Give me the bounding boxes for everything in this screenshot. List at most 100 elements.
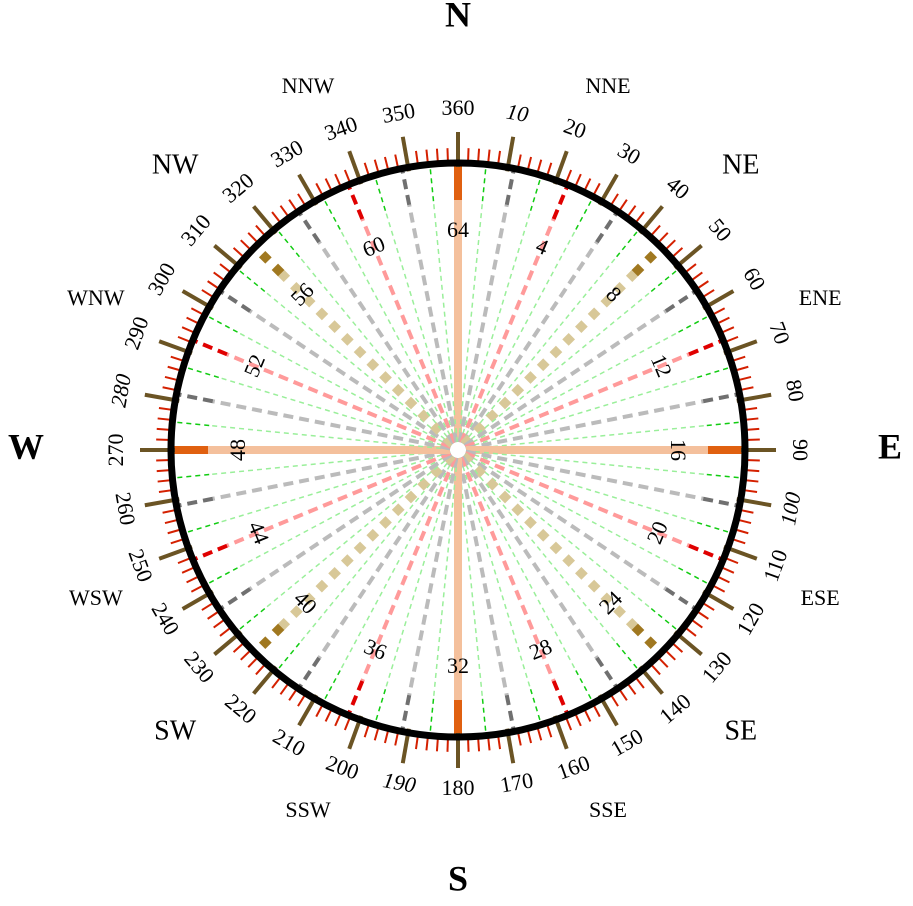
- secondary-spoke-outer: [346, 680, 365, 716]
- tertiary-spoke: [460, 455, 599, 659]
- minor-spoke: [209, 450, 451, 476]
- degree-label: 340: [321, 111, 361, 146]
- minor-spoke: [459, 210, 532, 443]
- degree-label: 310: [175, 209, 215, 250]
- minor-spoke: [463, 454, 652, 610]
- degree-label: 20: [561, 113, 590, 144]
- secondary-spoke-outer: [192, 543, 228, 562]
- tertiary-spoke: [249, 452, 453, 591]
- minor-spoke: [458, 201, 484, 443]
- degree-label: 280: [106, 372, 136, 409]
- intercardinal-spoke: [278, 270, 456, 448]
- minor-spoke-outer: [373, 175, 387, 211]
- minor-spoke-outer: [429, 164, 435, 202]
- degree-label: 270: [103, 434, 128, 467]
- minor-spoke: [465, 376, 698, 449]
- intercardinal-spoke: [460, 270, 638, 448]
- point-label: ENE: [799, 285, 842, 310]
- minor-spoke-outer: [275, 227, 300, 258]
- minor-spoke: [463, 290, 652, 446]
- tertiary-spoke: [460, 241, 599, 445]
- minor-spoke: [298, 256, 454, 445]
- minor-spoke-outer: [697, 521, 733, 535]
- tertiary-spoke-outer: [664, 587, 698, 612]
- degree-label: 110: [758, 546, 793, 585]
- secondary-spoke: [464, 451, 690, 548]
- point-number: 32: [447, 653, 469, 678]
- tertiary-spoke-outer: [595, 656, 620, 690]
- minor-spoke-outer: [235, 608, 266, 633]
- minor-spoke: [209, 424, 451, 450]
- degree-label: 120: [731, 598, 769, 639]
- minor-spoke-outer: [650, 267, 681, 292]
- tertiary-spoke-outer: [400, 168, 412, 206]
- degree-label: 180: [442, 775, 475, 800]
- minor-spoke-outer: [678, 314, 712, 333]
- minor-spoke-outer: [172, 421, 210, 427]
- minor-spoke-outer: [481, 164, 487, 202]
- tertiary-spoke-outer: [218, 587, 252, 612]
- point-number: 20: [641, 518, 673, 548]
- secondary-spoke-outer: [688, 543, 724, 562]
- secondary-spoke: [464, 352, 690, 449]
- minor-spoke-outer: [429, 698, 435, 736]
- intercardinal-spoke: [460, 452, 638, 630]
- minor-spoke: [339, 229, 455, 444]
- minor-spoke-outer: [183, 365, 219, 379]
- minor-spoke: [464, 453, 679, 569]
- degree-label: 160: [554, 750, 594, 785]
- point-number: 56: [285, 277, 318, 310]
- minor-spoke: [432, 201, 458, 443]
- degree-label: 230: [179, 646, 219, 687]
- minor-spoke-outer: [322, 670, 341, 704]
- intercardinal-spoke-outer: [251, 623, 285, 657]
- tertiary-spoke: [465, 399, 704, 451]
- tertiary-spoke-outer: [400, 694, 412, 732]
- minor-spoke: [384, 210, 457, 443]
- tertiary-spoke-outer: [176, 392, 214, 404]
- degree-label: 140: [654, 688, 695, 728]
- minor-spoke: [465, 424, 707, 450]
- minor-spoke: [461, 456, 577, 671]
- degree-label: 300: [142, 258, 180, 299]
- point-label: ESE: [801, 585, 840, 610]
- point-label: SE: [724, 715, 757, 746]
- point-label: NNW: [282, 73, 335, 98]
- degree-label: 210: [269, 723, 310, 761]
- intercardinal-spoke: [278, 452, 456, 630]
- minor-spoke-outer: [172, 473, 210, 479]
- minor-spoke-outer: [235, 267, 266, 292]
- point-label: WSW: [69, 585, 123, 610]
- point-label: NE: [722, 150, 759, 181]
- degree-label: 260: [110, 490, 140, 527]
- degree-label: 60: [738, 263, 771, 295]
- point-label: SW: [154, 715, 197, 746]
- tertiary-spoke: [407, 457, 459, 696]
- degree-label: 10: [504, 99, 530, 127]
- tertiary-spoke-outer: [702, 392, 740, 404]
- minor-spoke: [264, 454, 453, 610]
- tertiary-spoke: [212, 399, 451, 451]
- minor-spoke: [464, 331, 679, 447]
- degree-label: 350: [380, 98, 417, 128]
- degree-label: 220: [220, 688, 261, 728]
- degree-label: 130: [696, 646, 736, 687]
- intercardinal-spoke-outer: [631, 243, 665, 277]
- secondary-spoke-outer: [551, 184, 570, 220]
- tertiary-spoke: [317, 455, 456, 659]
- point-label: NW: [152, 150, 199, 181]
- tertiary-spoke: [457, 457, 509, 696]
- tertiary-spoke-outer: [296, 656, 321, 690]
- point-label: SSE: [589, 797, 627, 822]
- degree-label: 240: [147, 598, 185, 639]
- tertiary-spoke: [317, 241, 456, 445]
- tertiary-spoke: [463, 309, 667, 448]
- minor-spoke: [432, 457, 458, 699]
- minor-spoke-outer: [678, 567, 712, 586]
- tertiary-spoke: [463, 452, 667, 591]
- minor-spoke-outer: [650, 608, 681, 633]
- minor-spoke-outer: [322, 196, 341, 230]
- minor-spoke-outer: [204, 567, 238, 586]
- point-number: 60: [359, 231, 389, 263]
